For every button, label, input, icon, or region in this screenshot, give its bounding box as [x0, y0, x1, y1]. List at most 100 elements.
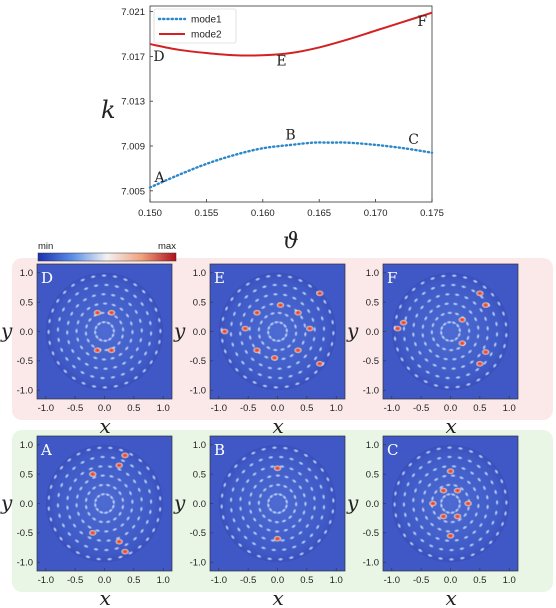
- fringe-lobe: [155, 516, 160, 524]
- fringe-lobe: [240, 468, 247, 475]
- fringe-lobe: [58, 535, 64, 542]
- fringe-lobe: [313, 355, 318, 362]
- fringe-lobe: [237, 542, 243, 548]
- fringe-lobe: [157, 317, 162, 324]
- fringe-lobe: [472, 279, 479, 284]
- fringe-lobe: [79, 311, 85, 318]
- fringe-lobe: [71, 465, 77, 471]
- fringe-lobe: [309, 297, 315, 303]
- fringe-lobe: [441, 474, 448, 479]
- fringe-lobe: [449, 510, 456, 515]
- fringe-lobe: [474, 511, 479, 518]
- fringe-lobe: [435, 342, 441, 348]
- fringe-lobe: [421, 506, 426, 513]
- fringe-lobe: [411, 506, 416, 513]
- fringe-lobe: [428, 543, 435, 549]
- fringe-lobe: [425, 450, 432, 455]
- fringe-lobe: [153, 306, 159, 313]
- fringe-lobe: [148, 359, 154, 366]
- fringe-lobe: [267, 455, 274, 460]
- fringe-lobe: [402, 490, 407, 498]
- fringe-lobe: [286, 343, 292, 349]
- fringe-lobe: [306, 466, 313, 473]
- fringe-lobe: [85, 306, 92, 311]
- fringe-lobe: [469, 470, 475, 476]
- fringe-lobe: [476, 502, 481, 510]
- fringe-lobe: [97, 464, 104, 469]
- panel-label-E: E: [214, 269, 225, 287]
- fringe-lobe: [80, 381, 87, 386]
- fringe-lobe: [394, 313, 399, 321]
- fringe-lobe: [428, 308, 434, 314]
- fringe-lobe: [455, 346, 462, 351]
- hotspot: [107, 347, 116, 354]
- fringe-lobe: [235, 477, 240, 483]
- fringe-lobe: [472, 486, 477, 493]
- x-tick-label: -1.0: [384, 575, 400, 586]
- y-tick-label: 1.0: [20, 268, 33, 279]
- disc-region: [218, 272, 337, 391]
- fringe-lobe: [85, 447, 92, 452]
- fringe-lobe: [417, 465, 424, 471]
- fringe-lobe: [423, 357, 430, 363]
- fringe-lobe: [275, 273, 283, 278]
- fringe-lobe: [476, 352, 482, 359]
- fringe-lobe: [47, 505, 51, 512]
- fringe-lobe: [133, 375, 139, 381]
- hotspot: [252, 347, 262, 354]
- hotspot: [93, 347, 102, 354]
- fringe-lobe: [79, 277, 86, 283]
- fringe-lobe: [242, 534, 249, 541]
- x-axis-label: x: [100, 414, 111, 438]
- fringe-lobe: [123, 542, 130, 547]
- fringe-lobe: [78, 485, 84, 492]
- fringe-lobe: [90, 343, 96, 349]
- fringe-lobe: [494, 468, 499, 475]
- x-tick-label: 0.160: [251, 208, 275, 219]
- fringe-lobe: [84, 496, 89, 504]
- fringe-lobe: [145, 465, 151, 472]
- fringe-lobe: [502, 342, 507, 350]
- fringe-lobe: [102, 366, 109, 371]
- fringe-lobe: [154, 349, 159, 356]
- field-panel-D: D 1.0 0.5 0.0 -0.5 -1.0 -1.0 -0.5 0.0 0.5 1.0 x y: [0, 263, 173, 438]
- fringe-lobe: [113, 284, 120, 289]
- hotspot: [446, 468, 455, 475]
- fringe-lobe: [439, 312, 446, 317]
- fringe-lobe: [234, 367, 240, 373]
- fringe-lobe: [266, 557, 273, 561]
- fringe-lobe: [263, 314, 269, 320]
- fringe-lobe: [274, 473, 282, 478]
- fringe-lobe: [316, 538, 322, 544]
- fringe-lobe: [488, 539, 494, 545]
- fringe-lobe: [138, 336, 143, 344]
- fringe-lobe: [443, 385, 450, 390]
- fringe-lobe: [137, 458, 143, 463]
- fringe-lobe: [85, 337, 91, 344]
- hotspot: [273, 465, 282, 472]
- fringe-lobe: [78, 530, 84, 536]
- fringe-lobe: [489, 479, 495, 486]
- fringe-lobe: [330, 319, 335, 326]
- fringe-lobe: [127, 301, 133, 307]
- hotspot: [315, 290, 324, 297]
- fringe-lobe: [139, 528, 145, 534]
- fringe-lobe: [276, 510, 283, 515]
- fringe-lobe: [469, 552, 476, 557]
- fringe-lobe: [100, 273, 108, 278]
- fringe-lobe: [439, 329, 444, 337]
- fringe-lobe: [151, 527, 156, 534]
- fringe-lobe: [255, 554, 263, 559]
- fringe-lobe: [452, 302, 459, 306]
- fringe-lobe: [291, 544, 298, 549]
- x-tick-label: -0.5: [240, 403, 256, 414]
- fringe-lobe: [222, 481, 227, 489]
- fringe-lobe: [299, 314, 304, 321]
- fringe-lobe: [419, 304, 425, 311]
- fringe-lobe: [299, 301, 306, 307]
- fringe-lobe: [297, 530, 304, 536]
- y-tick-label: 0.5: [366, 297, 379, 308]
- fringe-lobe: [86, 490, 92, 497]
- fringe-lobe: [423, 315, 429, 322]
- fringe-lobe: [417, 349, 423, 356]
